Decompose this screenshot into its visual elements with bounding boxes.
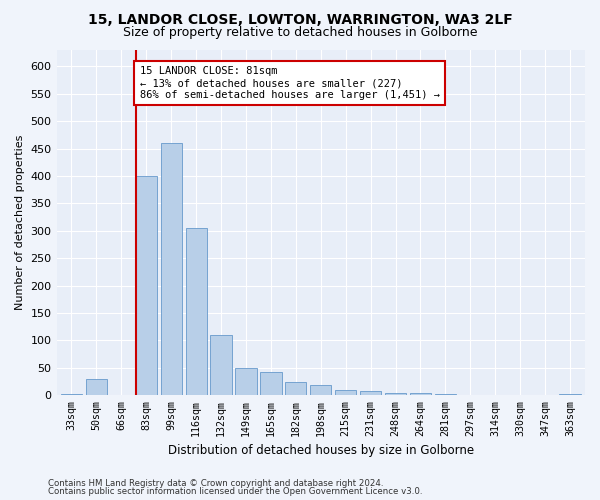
Bar [385, 392, 406, 396]
Text: Contains public sector information licensed under the Open Government Licence v3: Contains public sector information licen… [48, 487, 422, 496]
Text: 15 LANDOR CLOSE: 81sqm
← 13% of detached houses are smaller (227)
86% of semi-de: 15 LANDOR CLOSE: 81sqm ← 13% of detached… [140, 66, 440, 100]
Bar [161, 143, 182, 396]
Bar [435, 394, 456, 396]
Y-axis label: Number of detached properties: Number of detached properties [15, 135, 25, 310]
Bar [559, 394, 581, 396]
Bar [310, 386, 331, 396]
Bar [211, 335, 232, 396]
Bar [285, 382, 307, 396]
Text: 15, LANDOR CLOSE, LOWTON, WARRINGTON, WA3 2LF: 15, LANDOR CLOSE, LOWTON, WARRINGTON, WA… [88, 12, 512, 26]
Bar [260, 372, 281, 396]
Bar [86, 379, 107, 396]
Text: Size of property relative to detached houses in Golborne: Size of property relative to detached ho… [123, 26, 477, 39]
Bar [61, 394, 82, 396]
Bar [360, 391, 381, 396]
Bar [335, 390, 356, 396]
Bar [235, 368, 257, 396]
Bar [136, 176, 157, 396]
Bar [410, 392, 431, 396]
Text: Contains HM Land Registry data © Crown copyright and database right 2024.: Contains HM Land Registry data © Crown c… [48, 478, 383, 488]
Bar [185, 228, 207, 396]
X-axis label: Distribution of detached houses by size in Golborne: Distribution of detached houses by size … [168, 444, 474, 458]
